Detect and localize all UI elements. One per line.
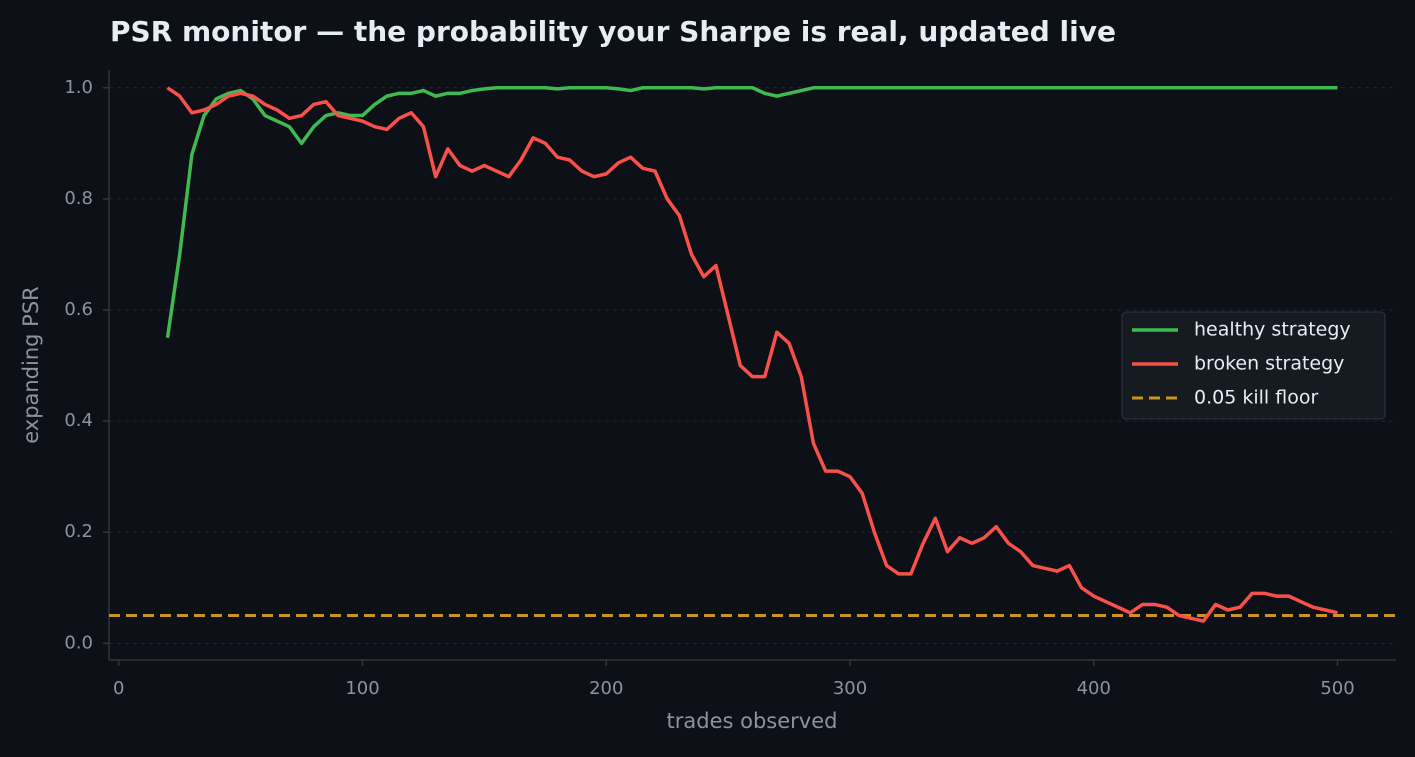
x-tick-label: 300	[833, 678, 867, 699]
legend-label: broken strategy	[1194, 353, 1344, 375]
legend-label: 0.05 kill floor	[1194, 387, 1318, 409]
y-tick-label: 0.4	[64, 410, 93, 431]
x-tick-label: 200	[589, 678, 623, 699]
y-tick-label: 0.8	[64, 188, 93, 209]
y-tick-label: 0.6	[64, 299, 93, 320]
chart-title: PSR monitor — the probability your Sharp…	[110, 15, 1116, 48]
series-line	[166, 86, 1338, 623]
x-axis-label: trades observed	[667, 709, 838, 733]
series-line	[165, 86, 1338, 339]
x-tick-label: 400	[1077, 678, 1111, 699]
legend-label: healthy strategy	[1194, 319, 1351, 341]
y-axis-label: expanding PSR	[19, 286, 43, 444]
x-tick-label: 0	[113, 678, 124, 699]
y-tick-label: 0.2	[64, 521, 93, 542]
y-tick-label: 1.0	[64, 77, 93, 98]
legend-box	[1121, 311, 1386, 420]
x-tick-label: 100	[345, 678, 379, 699]
x-tick-label: 500	[1320, 678, 1354, 699]
y-tick-label: 0.0	[64, 632, 93, 653]
